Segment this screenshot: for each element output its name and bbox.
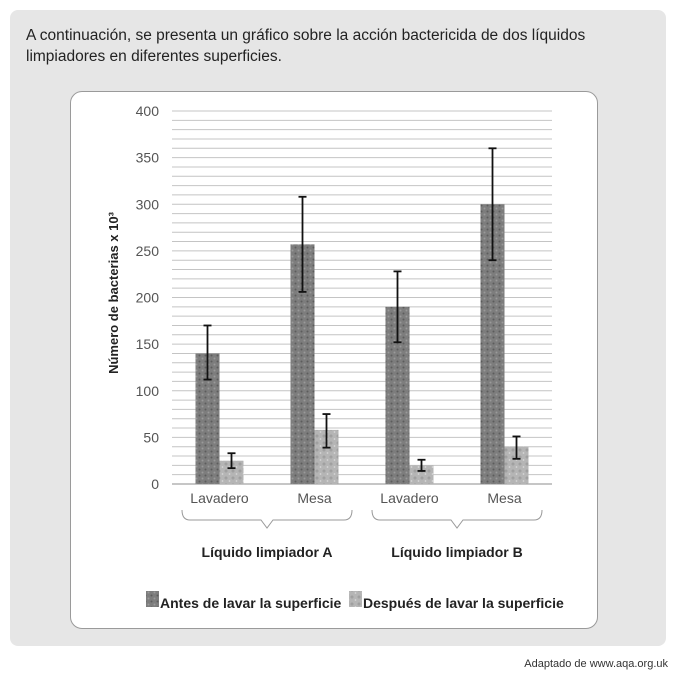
y-tick-label: 300 (136, 196, 160, 212)
group-brace (181, 509, 353, 529)
error-bars (203, 147, 521, 472)
bar-despues-0 (219, 460, 244, 484)
y-tick-label: 50 (143, 429, 159, 445)
x-category-label: Mesa (487, 490, 521, 506)
y-tick-label: 250 (136, 243, 160, 259)
legend: Antes de lavar la superficie Después de l… (146, 591, 564, 611)
x-category-label: Mesa (297, 490, 331, 506)
y-axis-ticks: 0 50 100 150 200 250 300 350 400 (136, 103, 160, 492)
x-category-label: Lavadero (380, 490, 439, 506)
legend-label: Después de lavar la superficie (363, 595, 564, 611)
legend-swatch (146, 591, 159, 607)
x-axis: Lavadero Mesa Lavadero Mesa Líquido limpiado… (181, 490, 543, 560)
chart-card (70, 91, 598, 629)
bar-despues-2 (409, 465, 434, 484)
y-tick-label: 200 (136, 290, 160, 306)
y-tick-label: 350 (136, 150, 160, 166)
group-brace (371, 509, 543, 529)
y-tick-label: 0 (151, 476, 159, 492)
legend-label: Antes de lavar la superficie (160, 595, 342, 611)
group-label: Líquido limpiador A (202, 544, 333, 560)
x-category-label: Lavadero (190, 490, 249, 506)
source-credit: Adaptado de www.aqa.org.uk (524, 658, 668, 670)
intro-text: A continuación, se presenta un gráfico s… (26, 27, 586, 65)
y-axis-label: Número de bacterias x 10³ (106, 211, 121, 374)
group-label: Líquido limpiador B (391, 544, 522, 560)
y-tick-label: 400 (136, 103, 160, 119)
y-tick-label: 150 (136, 336, 160, 352)
y-tick-label: 100 (136, 383, 160, 399)
legend-swatch (349, 591, 362, 607)
